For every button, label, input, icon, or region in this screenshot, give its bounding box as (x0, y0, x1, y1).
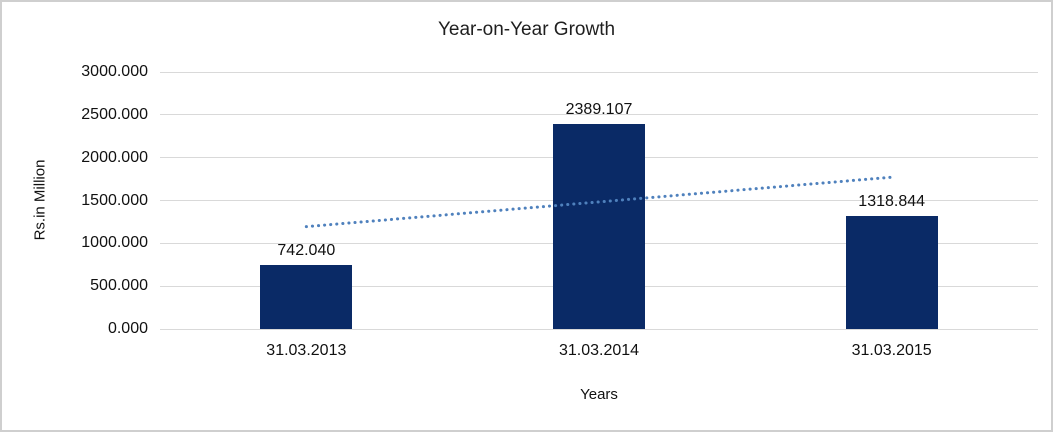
gridline (160, 114, 1038, 116)
plot-area: 742.040 2389.107 1318.844 (160, 71, 1038, 330)
x-tick-label: 31.03.2013 (266, 342, 347, 359)
gridline (160, 71, 1038, 73)
x-axis-tick-labels: 31.03.2013 31.03.2014 31.03.2015 (160, 342, 1038, 364)
bar-data-label: 2389.107 (565, 101, 633, 119)
chart-title: Year-on-Year Growth (437, 19, 616, 40)
y-tick-label: 0.000 (107, 320, 148, 337)
x-tick-label: 31.03.2015 (851, 342, 932, 359)
gridline (160, 328, 1038, 330)
bar-data-label: 742.040 (277, 242, 336, 260)
y-tick-label: 2500.000 (81, 105, 148, 123)
bar-data-label: 1318.844 (858, 193, 926, 211)
y-tick-label: 3000.000 (81, 63, 148, 80)
y-tick-label: 2000.000 (81, 148, 148, 166)
x-axis-title: Years (580, 386, 618, 403)
bar-31.03.2014 (553, 124, 645, 329)
trendline (304, 175, 894, 229)
y-tick-label: 1500.000 (81, 191, 148, 209)
y-tick-label: 1000.000 (81, 234, 148, 252)
y-tick-label: 500.000 (90, 277, 148, 295)
x-tick-label: 31.03.2014 (558, 342, 640, 359)
bar-31.03.2015 (845, 216, 938, 329)
bar-31.03.2013 (260, 265, 353, 329)
y-axis-tick-labels: 0.000 500.000 1000.000 1500.000 2000.000 2500… (2, 63, 148, 337)
